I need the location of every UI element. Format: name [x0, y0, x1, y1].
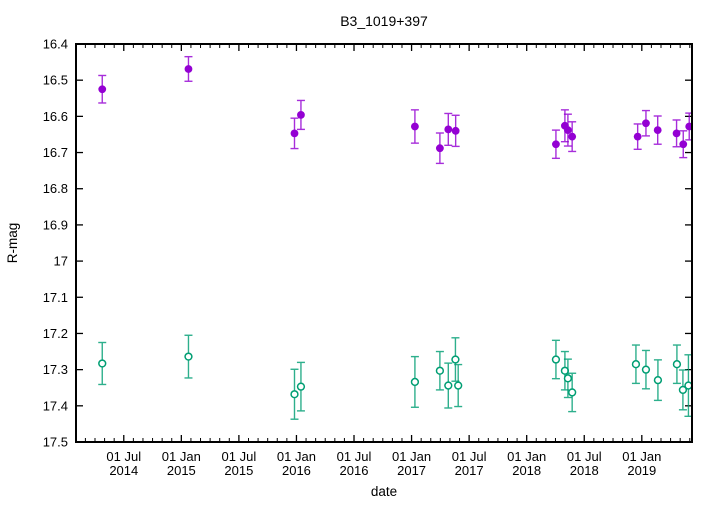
- data-point-marker: [451, 126, 460, 135]
- y-tick-label: 17.5: [43, 435, 68, 450]
- y-axis-label: R-mag: [5, 223, 20, 264]
- data-point-marker: [672, 129, 681, 138]
- x-tick-label: 01 Jul 2016: [337, 449, 372, 478]
- plot-border: [75, 43, 693, 443]
- data-point-marker: [451, 355, 460, 364]
- x-tick-label: 01 Jan 2015: [162, 449, 201, 478]
- data-point-marker: [410, 377, 420, 387]
- data-point-marker: [297, 111, 305, 119]
- data-layer: [98, 55, 693, 420]
- data-point-marker: [678, 385, 688, 395]
- data-point-marker: [454, 381, 463, 390]
- x-tick-label: 01 Jan 2019: [622, 449, 661, 478]
- data-point-marker: [633, 132, 642, 141]
- series-faint-state: [98, 334, 693, 420]
- axes-layer: 16.4 16.5 16.6 16.7 16.8 16.9 17 17.1 17.2 17.3 17…: [43, 37, 692, 478]
- data-point-marker: [641, 365, 651, 374]
- data-point-marker: [290, 129, 299, 138]
- data-point-marker: [564, 126, 572, 135]
- data-point-marker: [653, 375, 663, 385]
- data-point-marker: [563, 374, 573, 383]
- x-axis-label: date: [371, 484, 397, 499]
- x-tick-label: 01 Jul 2015: [222, 449, 257, 478]
- plot-frame: [75, 43, 693, 443]
- data-point-marker: [679, 140, 688, 149]
- x-tick-label: 01 Jan 2018: [507, 449, 546, 478]
- data-point-marker: [552, 140, 560, 149]
- data-point-marker: [672, 360, 682, 369]
- data-point-marker: [184, 65, 193, 73]
- data-point-marker: [184, 352, 193, 361]
- x-tick-label: 01 Jul 2018: [567, 449, 602, 478]
- data-point-marker: [631, 360, 641, 369]
- y-tick-label: 16.6: [43, 109, 68, 124]
- data-point-marker: [642, 119, 650, 128]
- x-tick-label: 01 Jul 2014: [106, 449, 141, 478]
- y-tick-label: 16.4: [43, 37, 68, 52]
- x-tick-label: 01 Jan 2016: [277, 449, 316, 478]
- y-tick-label: 17: [54, 254, 68, 269]
- y-tick-label: 17.2: [43, 326, 68, 341]
- y-tick-label: 16.7: [43, 145, 68, 160]
- data-point-marker: [568, 132, 577, 141]
- data-point-marker: [653, 126, 662, 135]
- chart-title: B3_1019+397: [340, 13, 428, 29]
- y-tick-label: 17.4: [43, 398, 68, 413]
- data-point-marker: [551, 355, 561, 364]
- data-point-marker: [98, 359, 107, 368]
- data-point-marker: [290, 390, 299, 399]
- x-tick-label: 01 Jul 2017: [452, 449, 487, 478]
- x-tick-label: 01 Jan 2017: [392, 449, 431, 478]
- series-bright-state: [98, 55, 693, 165]
- y-tick-label: 17.1: [43, 290, 68, 305]
- data-point-marker: [411, 122, 419, 131]
- data-point-marker: [435, 366, 445, 375]
- data-point-marker: [444, 125, 453, 134]
- data-point-marker: [684, 381, 693, 390]
- data-point-marker: [568, 388, 577, 397]
- y-tick-label: 16.5: [43, 73, 68, 88]
- data-point-marker: [435, 144, 444, 153]
- data-point-marker: [296, 382, 306, 391]
- data-point-marker: [444, 381, 453, 390]
- y-tick-label: 16.9: [43, 217, 68, 232]
- data-point-marker: [98, 85, 107, 94]
- y-tick-label: 16.8: [43, 181, 68, 196]
- y-tick-label: 17.3: [43, 362, 68, 377]
